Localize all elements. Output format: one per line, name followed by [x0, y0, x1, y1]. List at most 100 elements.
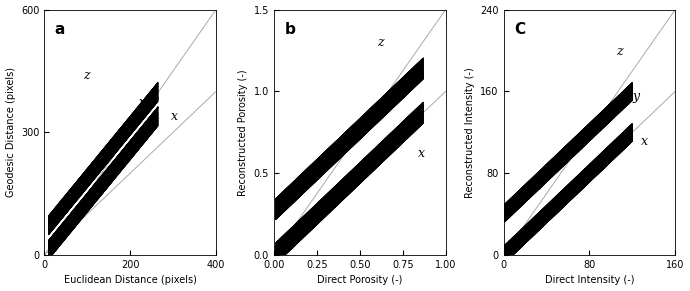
Point [363, 167, 374, 172]
Point [82, 194, 93, 199]
Point [88, 193, 99, 198]
Point [98, 178, 109, 182]
Point [86, 168, 97, 173]
Point [82, 203, 93, 208]
Point [61, 200, 72, 205]
Point [372, 151, 383, 155]
Point [303, 176, 314, 181]
Point [76, 207, 87, 212]
Point [63, 203, 74, 207]
Point [395, 135, 406, 140]
Point [70, 192, 81, 197]
Point [291, 182, 302, 187]
Point [130, 140, 141, 145]
Point [150, 117, 161, 122]
Point [575, 177, 586, 181]
Point [109, 160, 120, 164]
Point [533, 217, 544, 222]
Point [148, 93, 159, 97]
Point [315, 207, 326, 212]
Point [50, 237, 61, 242]
Point [118, 155, 129, 160]
Point [379, 101, 390, 106]
Point [90, 189, 101, 193]
Point [111, 167, 122, 172]
Point [60, 203, 71, 208]
Point [622, 138, 633, 143]
Point [558, 200, 569, 205]
Point [369, 155, 380, 160]
Point [364, 157, 375, 161]
Point [393, 86, 404, 91]
Point [625, 134, 636, 139]
Point [525, 186, 536, 191]
Point [371, 156, 382, 160]
Point [111, 140, 122, 145]
Point [544, 213, 555, 217]
Point [597, 161, 608, 166]
Point [275, 200, 286, 205]
Point [75, 211, 86, 215]
Point [315, 207, 326, 212]
Point [522, 231, 533, 236]
Point [565, 186, 576, 191]
Point [61, 225, 72, 229]
Point [593, 157, 604, 162]
Point [270, 251, 282, 256]
Point [582, 131, 593, 135]
Point [341, 135, 352, 140]
Point [504, 249, 515, 254]
Point [65, 195, 76, 200]
Point [67, 191, 78, 195]
Point [625, 126, 636, 131]
Point [283, 198, 294, 203]
Point [273, 198, 284, 203]
Point [345, 174, 356, 179]
Point [583, 171, 594, 176]
Point [297, 225, 308, 229]
Point [506, 245, 518, 250]
Point [556, 198, 567, 203]
Point [509, 201, 520, 205]
Point [113, 153, 124, 158]
Point [381, 107, 392, 111]
Point [92, 163, 104, 168]
Point [290, 194, 301, 198]
Point [55, 233, 66, 238]
Point [556, 196, 567, 200]
Point [309, 168, 320, 172]
Point [564, 191, 575, 195]
Point [302, 223, 313, 228]
Point [520, 232, 531, 237]
Point [531, 219, 542, 223]
Point [143, 126, 154, 130]
Point [45, 252, 56, 257]
Point [503, 247, 514, 252]
Point [405, 121, 416, 126]
Point [83, 172, 94, 177]
Point [348, 178, 359, 182]
Point [306, 166, 317, 171]
Point [54, 209, 65, 213]
Point [101, 180, 112, 185]
Point [84, 179, 95, 184]
Point [536, 175, 547, 180]
Point [394, 88, 405, 93]
Point [582, 175, 593, 179]
Point [124, 142, 135, 147]
Point [338, 142, 349, 147]
Point [347, 181, 358, 186]
Point [384, 142, 395, 147]
Point [502, 251, 513, 255]
Point [68, 193, 79, 197]
Point [378, 153, 389, 157]
Point [515, 240, 526, 245]
Point [89, 169, 100, 174]
Point [416, 74, 427, 79]
Point [72, 183, 83, 187]
Point [553, 198, 564, 202]
Point [66, 227, 77, 231]
Point [151, 118, 162, 123]
Point [542, 211, 553, 215]
Point [414, 116, 425, 120]
